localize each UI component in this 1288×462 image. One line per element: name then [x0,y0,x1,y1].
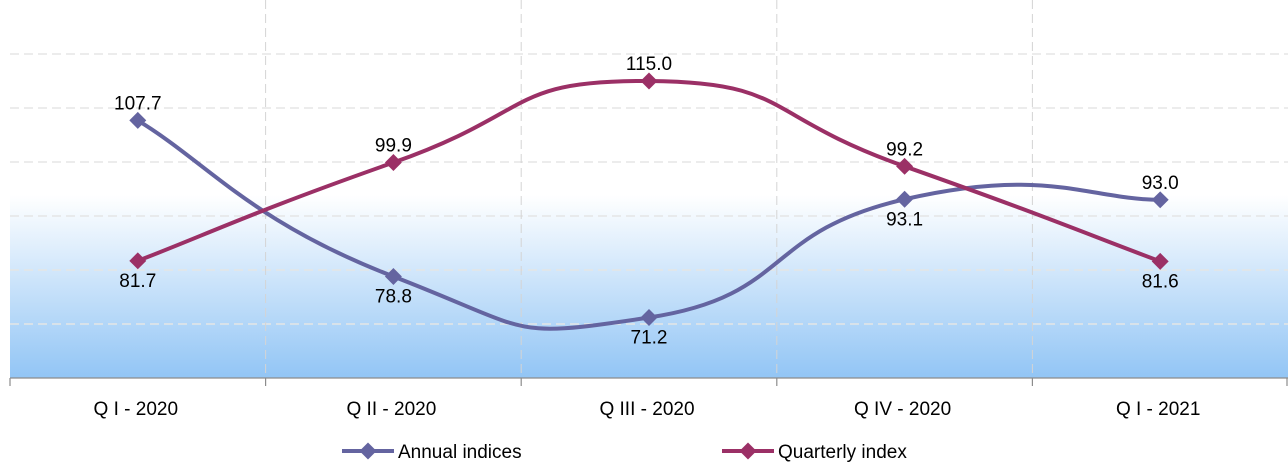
x-tick-label: Q I - 2020 [94,399,179,420]
data-label: 81.6 [1142,271,1179,292]
data-point [896,157,914,175]
data-point [129,111,147,129]
plot-gradient [10,195,1288,378]
x-tick-label: Q IV - 2020 [854,399,951,420]
data-point [129,252,147,270]
grid [10,0,1288,378]
x-tick-label: Q III - 2020 [599,399,694,420]
data-point [384,267,402,285]
data-label: 78.8 [375,286,412,307]
data-label: 71.2 [631,328,668,349]
legend-marker [739,442,757,460]
data-label: 99.2 [886,139,923,160]
data-label: 93.1 [886,209,923,230]
x-tick-label: Q II - 2020 [347,399,437,420]
data-label: 99.9 [375,136,412,157]
data-point [384,154,402,172]
legend-marker [359,442,377,460]
x-axis: Q I - 2020 Q II - 2020 Q III - 2020 Q IV - … [9,377,1288,420]
legend-label: Annual indices [398,442,522,462]
data-point [640,309,658,327]
data-label: 115.0 [626,54,672,75]
data-point [640,72,658,90]
data-label: 81.7 [119,271,156,292]
data-point [896,190,914,208]
legend-label: Quarterly index [778,442,907,462]
x-tick-label: Q I - 2021 [1116,399,1201,420]
data-label: 107.7 [114,93,162,114]
legend: Annual indices Quarterly index [342,442,907,462]
data-label: 93.0 [1142,173,1179,194]
data-labels: 107.7 78.8 71.2 93.1 93.0 81.7 99.9 115.0 99.2 81… [114,54,1179,349]
